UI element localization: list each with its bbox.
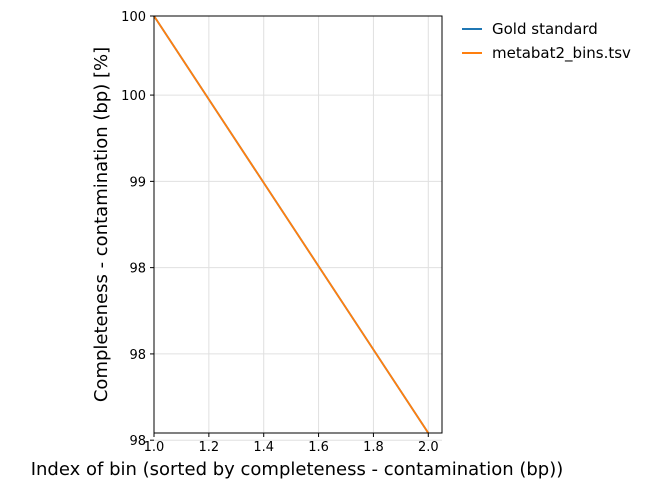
x-axis-label: Index of bin (sorted by completeness - c… (31, 459, 564, 480)
series-line (153, 15, 430, 434)
x-tick-label: 2.0 (418, 440, 439, 455)
legend: Gold standard metabat2_bins.tsv (462, 20, 631, 63)
y-tick-label: 100 (121, 89, 146, 104)
y-axis: 100 100 99 98 98 98 (121, 10, 154, 449)
y-tick-label: 100 (121, 10, 146, 25)
series-lines (153, 15, 430, 434)
y-tick-label: 98 (129, 262, 146, 277)
x-tick-label: 1.8 (363, 440, 384, 455)
y-tick-label: 98 (129, 348, 146, 363)
y-tick-label: 99 (129, 175, 146, 190)
y-axis-label: Completeness - contamination (bp) [%] (91, 47, 112, 402)
plot-frame (153, 15, 443, 434)
legend-label: metabat2_bins.tsv (492, 44, 631, 63)
x-tick-label: 1.2 (199, 440, 220, 455)
x-tick-label: 1.6 (308, 440, 329, 455)
legend-label: Gold standard (492, 20, 598, 38)
x-axis: 1.0 1.2 1.4 1.6 1.8 2.0 (144, 433, 439, 455)
x-tick-label: 1.0 (144, 440, 165, 455)
x-tick-label: 1.4 (253, 440, 274, 455)
y-tick-label: 98 (129, 434, 146, 449)
grid-lines (153, 15, 442, 441)
